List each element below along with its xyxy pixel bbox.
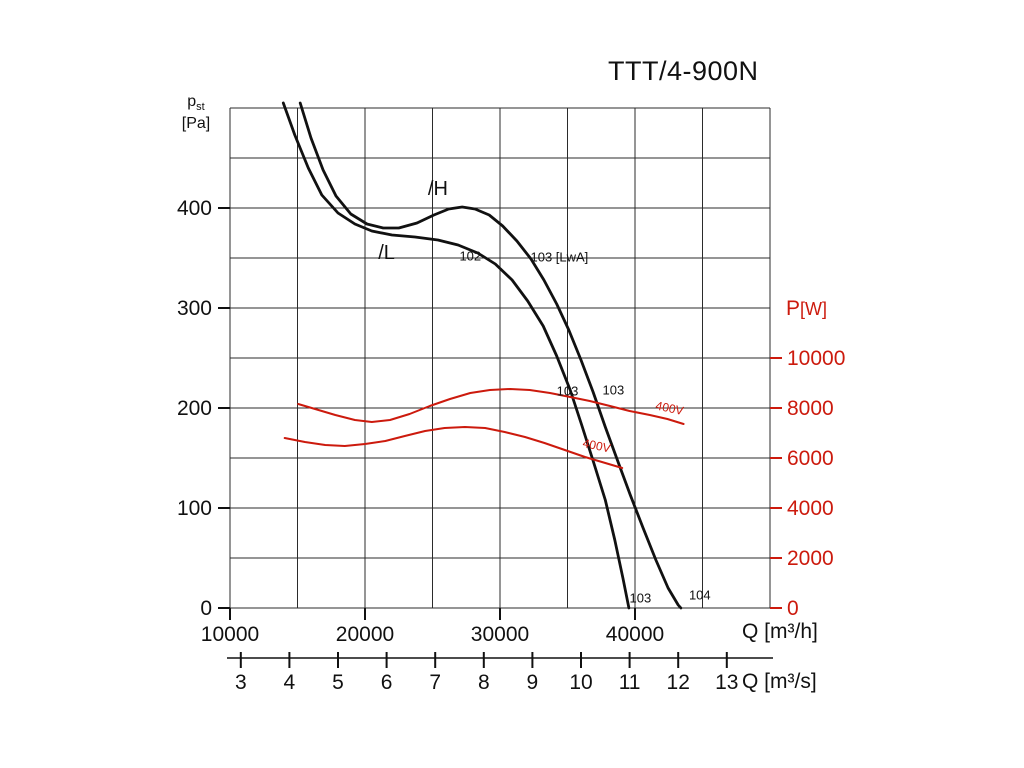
- flow-tick-label: 10000: [201, 623, 259, 646]
- curve-L-power-400V: [283, 426, 624, 469]
- pressure-tick-label: 0: [200, 597, 212, 620]
- power-axis-label: P[W]: [786, 297, 827, 321]
- power-tick-label: 8000: [787, 397, 834, 420]
- secondary-flow-tick-label: 7: [429, 671, 441, 694]
- curve-H-pressure: [298, 101, 683, 610]
- pressure-tick-label: 400: [177, 197, 212, 220]
- secondary-flow-tick-label: 13: [715, 671, 738, 694]
- curve-L-pressure: [281, 101, 631, 610]
- pressure-axis-unit: [Pa]: [181, 115, 211, 133]
- flow-tick-label: 20000: [336, 623, 394, 646]
- pressure-tick-label: 300: [177, 297, 212, 320]
- pressure-axis-symbol: pst: [187, 93, 205, 114]
- annotation-102: 102: [459, 249, 481, 264]
- flow-tick-label: 40000: [606, 623, 664, 646]
- secondary-flow-tick-label: 11: [619, 671, 641, 694]
- secondary-flow-tick-label: 8: [478, 671, 490, 694]
- flow-axis-label-m3h: Q [m³/h]: [742, 620, 818, 643]
- power-tick-label: 6000: [787, 447, 834, 470]
- annotation-103: 103: [557, 384, 579, 399]
- pressure-axis-label: pst [Pa]: [164, 92, 228, 135]
- power-tick-label: 0: [787, 597, 799, 620]
- curve-H-power-400V: [297, 388, 685, 425]
- power-tick-label: 10000: [787, 347, 845, 370]
- power-tick-label: 4000: [787, 497, 834, 520]
- annotation--h: /H: [428, 178, 448, 200]
- chart-title: TTT/4-900N: [608, 56, 759, 86]
- annotation-400v: 400V: [654, 399, 684, 419]
- secondary-flow-tick-label: 12: [667, 671, 690, 694]
- annotation--l: /L: [378, 242, 395, 264]
- power-axis-unit: [W]: [800, 299, 828, 319]
- secondary-flow-tick-label: 4: [284, 671, 296, 694]
- annotation-103-lwa-: 103 [LwA]: [530, 250, 588, 265]
- pressure-tick-label: 200: [177, 397, 212, 420]
- secondary-flow-tick-label: 6: [381, 671, 393, 694]
- secondary-flow-tick-label: 5: [332, 671, 344, 694]
- flow-axis-label-m3s: Q [m³/s]: [742, 670, 817, 693]
- annotation-103: 103: [630, 591, 652, 606]
- pressure-tick-label: 100: [177, 497, 212, 520]
- power-axis-symbol: P: [786, 297, 801, 320]
- secondary-flow-tick-label: 3: [235, 671, 247, 694]
- annotation-103: 103: [603, 383, 625, 398]
- flow-tick-label: 30000: [471, 623, 529, 646]
- annotation-104: 104: [689, 588, 711, 603]
- annotation-400v: 400V: [582, 436, 612, 456]
- secondary-flow-tick-label: 10: [569, 671, 592, 694]
- power-tick-label: 2000: [787, 547, 834, 570]
- secondary-flow-tick-label: 9: [527, 671, 539, 694]
